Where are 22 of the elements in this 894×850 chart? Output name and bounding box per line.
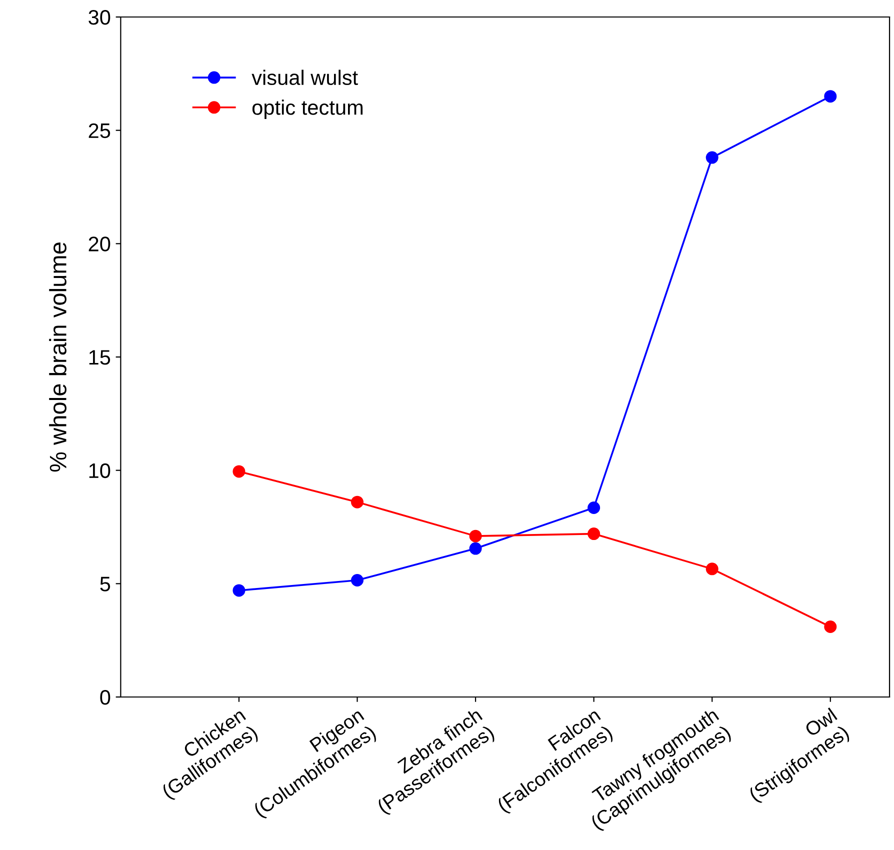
y-axis-title: % whole brain volume: [49, 242, 66, 472]
y-tick-label: 20: [88, 236, 110, 252]
y-tick-label: 10: [89, 463, 110, 478]
point: [706, 562, 718, 576]
point: [706, 151, 718, 164]
y-tick-label: 0: [100, 690, 110, 705]
point: [469, 530, 482, 542]
point: [588, 501, 600, 514]
point: [469, 542, 482, 555]
point: [232, 584, 246, 597]
point: [824, 620, 837, 633]
y-tick-label: 30: [88, 10, 110, 25]
point: [824, 90, 837, 103]
legend-label: visual wulst: [252, 70, 358, 86]
legend-label: optic tectum: [252, 100, 363, 120]
point: [351, 574, 364, 587]
y-tick-label: 5: [100, 576, 110, 592]
point: [588, 528, 600, 540]
y-tick-label: 25: [88, 123, 110, 138]
point: [232, 465, 246, 478]
y-tick-label: 15: [89, 350, 110, 365]
point: [351, 496, 364, 508]
